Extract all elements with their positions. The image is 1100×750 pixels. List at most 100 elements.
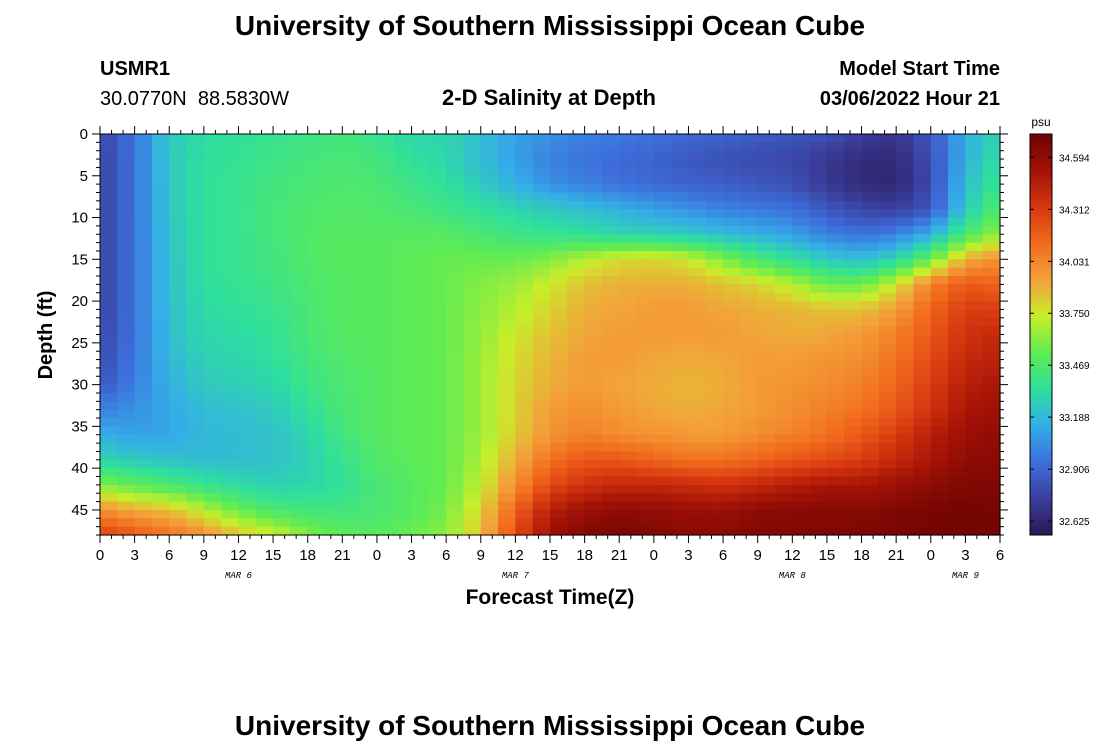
heatmap-cell (463, 392, 482, 402)
heatmap-cell (394, 159, 413, 169)
heatmap-cell (550, 334, 568, 344)
heatmap-cell (878, 484, 897, 494)
heatmap-cell (169, 209, 188, 219)
heatmap-cell (775, 250, 793, 260)
heatmap-cell (619, 501, 638, 511)
heatmap-cell (221, 493, 240, 503)
heatmap-cell (238, 217, 257, 227)
heatmap-cell (723, 342, 741, 352)
heatmap-cell (498, 317, 516, 327)
heatmap-cell (428, 443, 447, 453)
heatmap-cell (965, 367, 984, 377)
heatmap-cell (844, 468, 863, 478)
heatmap-cell (463, 501, 482, 511)
heatmap-cell (844, 284, 863, 294)
heatmap-cell (134, 418, 153, 427)
heatmap-cell (844, 259, 863, 269)
heatmap-cell (480, 317, 499, 327)
heatmap-cell (636, 250, 655, 260)
heatmap-cell (203, 175, 222, 185)
heatmap-cell (446, 409, 465, 419)
heatmap-cell (394, 359, 413, 369)
heatmap-cell (203, 501, 222, 511)
heatmap-cell (550, 392, 568, 402)
heatmap-cell (480, 493, 499, 503)
heatmap-cell (913, 192, 932, 202)
heatmap-cell (792, 142, 811, 152)
heatmap-cell (342, 334, 361, 344)
heatmap-cell (498, 209, 516, 219)
heatmap-cell (896, 434, 915, 444)
heatmap-cell (982, 217, 1001, 227)
heatmap-cell (221, 276, 240, 285)
heatmap-cell (688, 426, 707, 436)
heatmap-cell (878, 217, 897, 227)
heatmap-cell (273, 418, 291, 427)
heatmap-cell (394, 426, 413, 436)
heatmap-cell (619, 484, 638, 494)
heatmap-cell (636, 501, 655, 511)
heatmap-cell (411, 376, 430, 386)
heatmap-cell (688, 459, 707, 469)
heatmap-cell (273, 134, 291, 143)
heatmap-cell (463, 367, 482, 377)
heatmap-cell (221, 167, 240, 177)
heatmap-cell (653, 209, 672, 219)
heatmap-cell (446, 384, 465, 394)
heatmap-cell (844, 359, 863, 369)
heatmap-cell (982, 451, 1001, 461)
heatmap-cell (169, 359, 188, 369)
heatmap-cell (740, 167, 759, 177)
heatmap-cell (100, 409, 118, 419)
heatmap-cell (550, 142, 568, 152)
heatmap-cell (515, 317, 534, 327)
heatmap-cell (203, 434, 222, 444)
heatmap-cell (740, 384, 759, 394)
heatmap-cell (428, 192, 447, 202)
heatmap-cell (636, 418, 655, 427)
heatmap-cell (982, 484, 1001, 494)
heatmap-cell (532, 434, 551, 444)
heatmap-cell (498, 267, 516, 277)
heatmap-cell (186, 167, 205, 177)
heatmap-cell (671, 159, 690, 169)
heatmap-cell (878, 426, 897, 436)
heatmap-cell (844, 184, 863, 194)
heatmap-cell (290, 426, 309, 436)
heatmap-cell (515, 326, 534, 336)
heatmap-cell (653, 509, 672, 519)
heatmap-cell (965, 334, 984, 344)
heatmap-cell (913, 526, 932, 536)
heatmap-cell (982, 493, 1001, 503)
heatmap-cell (325, 359, 343, 369)
heatmap-cell (550, 426, 568, 436)
heatmap-cell (619, 351, 638, 361)
heatmap-cell (982, 309, 1001, 319)
heatmap-cell (221, 509, 240, 519)
heatmap-cell (238, 184, 257, 194)
heatmap-cell (567, 443, 586, 453)
heatmap-cell (775, 150, 793, 160)
heatmap-cell (930, 501, 949, 511)
heatmap-cell (169, 493, 188, 503)
colorbar-ticks: 34.59434.31234.03133.75033.46933.18832.9… (1030, 153, 1090, 528)
heatmap-cell (878, 150, 897, 160)
heatmap-cell (740, 284, 759, 294)
heatmap-cell (671, 342, 690, 352)
heatmap-cell (671, 284, 690, 294)
heatmap-cell (584, 518, 603, 528)
heatmap-cell (705, 426, 724, 436)
heatmap-cell (948, 167, 966, 177)
heatmap-cell (757, 134, 776, 143)
heatmap-cell (584, 267, 603, 277)
heatmap-cell (151, 434, 170, 444)
heatmap-cell (757, 367, 776, 377)
heatmap-cell (376, 167, 395, 177)
heatmap-cell (653, 150, 672, 160)
heatmap-cell (740, 301, 759, 311)
figure-title: University of Southern Mississippi Ocean… (235, 10, 865, 41)
heatmap-cell (290, 192, 309, 202)
heatmap-cell (463, 309, 482, 319)
heatmap-cell (411, 217, 430, 227)
heatmap-cell (255, 225, 274, 235)
